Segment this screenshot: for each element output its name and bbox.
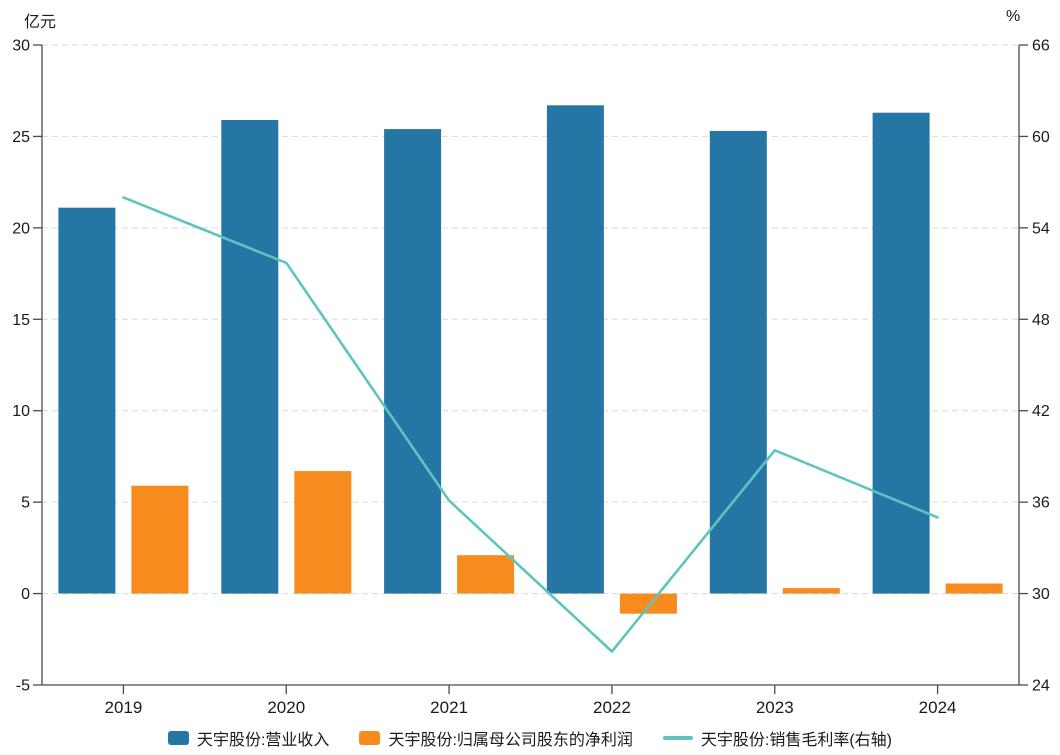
legend: 天宇股份:营业收入 天宇股份:归属母公司股东的净利润 天宇股份:销售毛利率(右轴… — [0, 726, 1060, 750]
net-profit-bar-2021 — [457, 555, 515, 594]
right-axis-tick-label: 42 — [1032, 403, 1050, 420]
right-axis-tick-label: 66 — [1032, 38, 1050, 55]
left-axis-tick-label: 25 — [12, 129, 30, 146]
x-axis-year-label: 2019 — [105, 698, 143, 717]
left-axis-tick-label: 10 — [12, 403, 30, 420]
revenue-bar-2020 — [221, 120, 279, 594]
net-profit-bar-2024 — [945, 583, 1003, 594]
legend-label-net-profit: 天宇股份:归属母公司股东的净利润 — [388, 732, 633, 749]
left-axis-tick-label: 15 — [12, 312, 30, 329]
right-axis-tick-label: 36 — [1032, 495, 1050, 512]
revenue-bar-2022 — [546, 105, 604, 594]
net-profit-bar-2019 — [131, 485, 189, 594]
revenue-bar-2019 — [58, 207, 116, 594]
left-axis-tick-label: 30 — [12, 38, 30, 55]
left-axis-tick-label: -5 — [16, 678, 30, 695]
gross-margin-line-swatch-icon — [662, 736, 693, 740]
x-axis-year-label: 2021 — [430, 698, 468, 717]
left-axis-tick-label: 5 — [21, 495, 30, 512]
x-axis-year-label: 2020 — [267, 698, 305, 717]
x-axis-year-label: 2022 — [593, 698, 631, 717]
left-axis-tick-label: 0 — [21, 586, 30, 603]
right-axis-tick-label: 30 — [1032, 586, 1050, 603]
legend-item-gross-margin: 天宇股份:销售毛利率(右轴) — [662, 726, 892, 750]
combo-chart: -5 0 5 10 15 20 25 30 24 30 36 42 48 54 60 66 2019 2020 20… — [12, 38, 1050, 718]
right-axis-unit-label: % — [1006, 8, 1021, 25]
revenue-bar-2023 — [709, 130, 767, 594]
left-axis-tick-label: 20 — [12, 220, 30, 237]
right-axis-tick-label: 24 — [1032, 678, 1050, 695]
net-profit-bar-2023 — [782, 588, 840, 594]
legend-label-gross-margin: 天宇股份:销售毛利率(右轴) — [700, 732, 892, 749]
legend-item-net-profit: 天宇股份:归属母公司股东的净利润 — [359, 726, 633, 750]
revenue-swatch-icon — [167, 731, 189, 745]
net-profit-bar-2022 — [619, 593, 677, 614]
legend-item-revenue: 天宇股份:营业收入 — [167, 726, 330, 750]
revenue-bar-2021 — [384, 129, 442, 594]
x-axis-year-label: 2024 — [919, 698, 957, 717]
x-axis-year-label: 2023 — [756, 698, 794, 717]
net-profit-swatch-icon — [359, 731, 381, 745]
revenue-bar-2024 — [872, 112, 930, 594]
legend-label-revenue: 天宇股份:营业收入 — [196, 732, 330, 749]
right-axis-tick-label: 60 — [1032, 129, 1050, 146]
gross-margin-line — [122, 196, 939, 653]
right-axis-tick-label: 48 — [1032, 312, 1050, 329]
right-axis-tick-label: 54 — [1032, 220, 1050, 237]
left-axis-unit-label: 亿元 — [24, 14, 57, 31]
net-profit-bar-2020 — [294, 471, 352, 594]
